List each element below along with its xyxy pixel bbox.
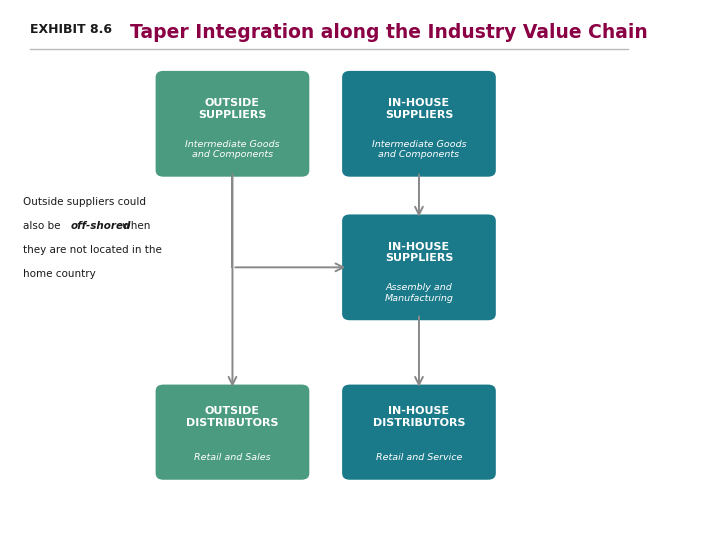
Text: IN-HOUSE
DISTRIBUTORS: IN-HOUSE DISTRIBUTORS	[373, 407, 465, 428]
Text: Taper Integration along the Industry Value Chain: Taper Integration along the Industry Val…	[130, 23, 647, 42]
Text: off-shored: off-shored	[71, 221, 131, 231]
Text: OUTSIDE
DISTRIBUTORS: OUTSIDE DISTRIBUTORS	[186, 407, 279, 428]
Text: Retail and Sales: Retail and Sales	[194, 453, 271, 462]
Text: Intermediate Goods
and Components: Intermediate Goods and Components	[185, 140, 280, 159]
FancyBboxPatch shape	[342, 384, 496, 480]
Text: Intermediate Goods
and Components: Intermediate Goods and Components	[372, 140, 467, 159]
FancyBboxPatch shape	[156, 384, 310, 480]
Text: they are not located in the: they are not located in the	[24, 245, 162, 255]
Text: also be: also be	[24, 221, 64, 231]
Text: IN-HOUSE
SUPPLIERS: IN-HOUSE SUPPLIERS	[384, 98, 453, 120]
Text: EXHIBIT 8.6: EXHIBIT 8.6	[30, 23, 112, 36]
Text: Assembly and
Manufacturing: Assembly and Manufacturing	[384, 283, 454, 302]
FancyBboxPatch shape	[342, 214, 496, 320]
Text: Outside suppliers could: Outside suppliers could	[24, 197, 146, 207]
Text: IN-HOUSE
SUPPLIERS: IN-HOUSE SUPPLIERS	[384, 242, 453, 264]
Text: Retail and Service: Retail and Service	[376, 453, 462, 462]
FancyBboxPatch shape	[342, 71, 496, 177]
FancyBboxPatch shape	[156, 71, 310, 177]
Text: OUTSIDE
SUPPLIERS: OUTSIDE SUPPLIERS	[198, 98, 266, 120]
Text: when: when	[119, 221, 150, 231]
Text: home country: home country	[24, 269, 96, 279]
